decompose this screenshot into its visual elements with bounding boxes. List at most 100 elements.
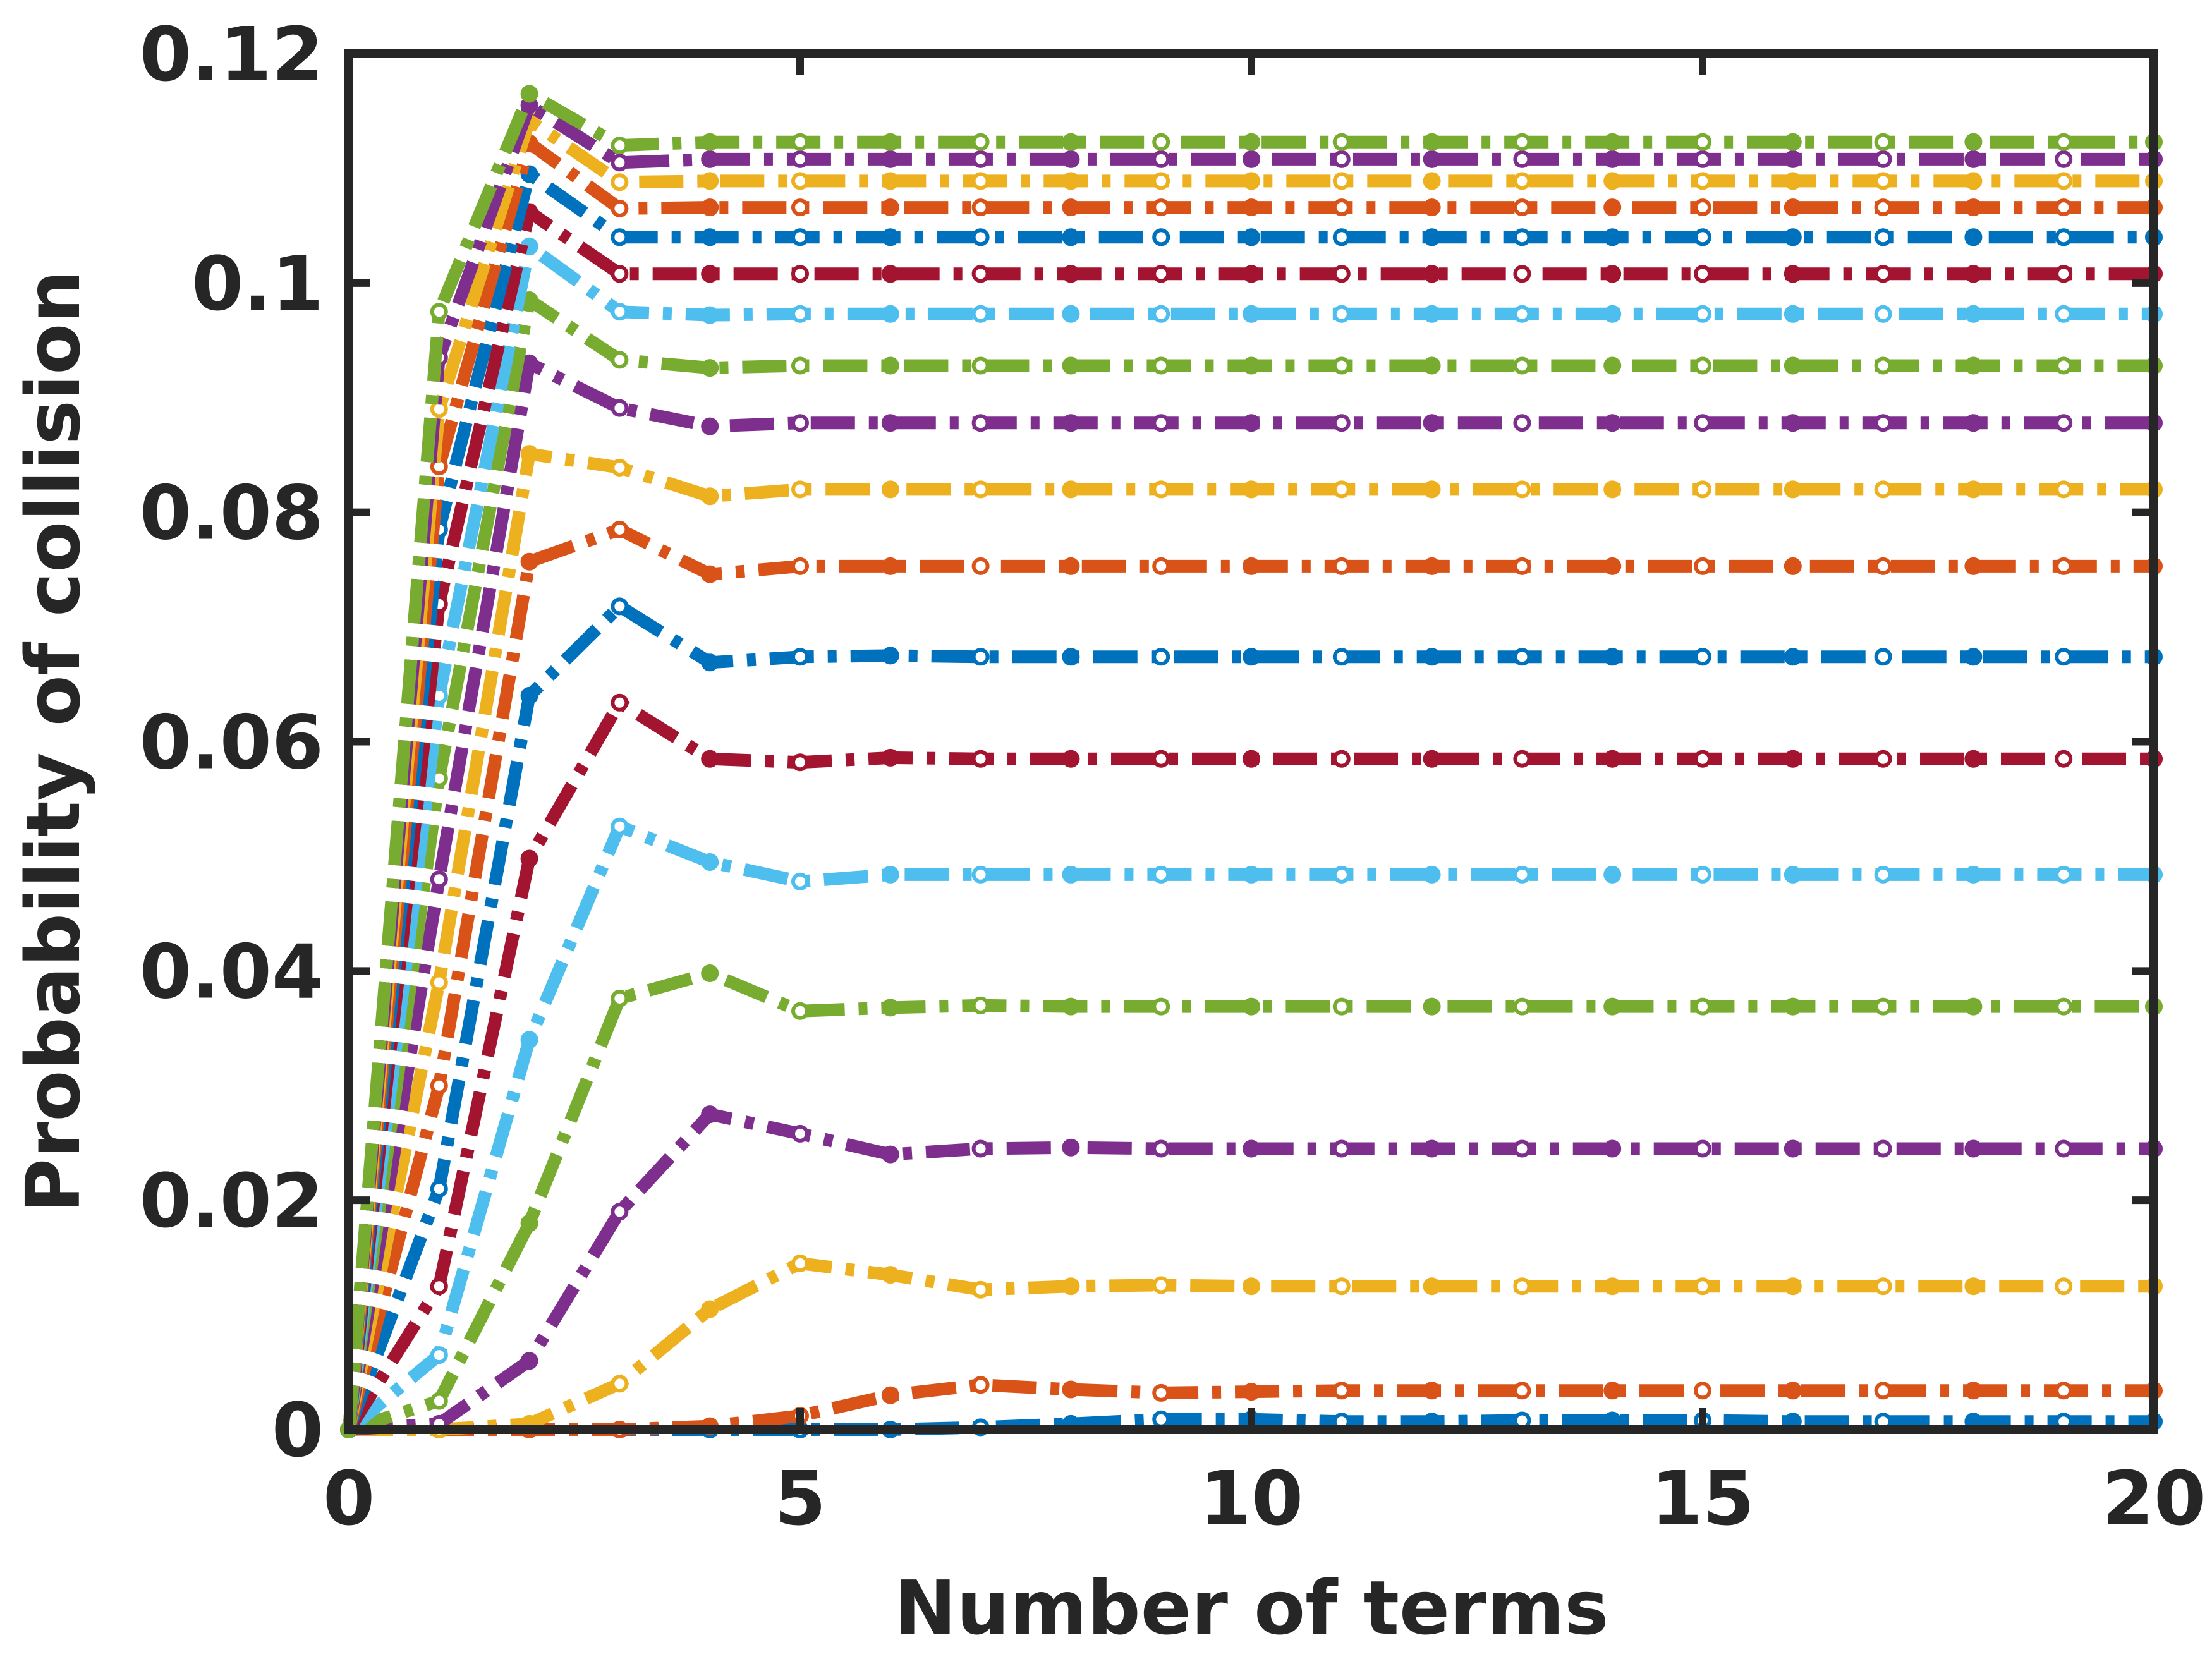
- x-axis-label: Number of terms: [894, 1564, 1609, 1651]
- data-point: [1152, 648, 1170, 666]
- data-point: [611, 265, 629, 283]
- axes-layer: 0 5 10 15 20 0 0.02 0.04 0.06 0.08 0.1 0.12: [140, 11, 2206, 1542]
- data-point: [1784, 750, 1802, 768]
- series-8: [340, 597, 2163, 1438]
- data-point: [1874, 133, 1892, 151]
- data-point: [881, 647, 899, 665]
- series-11: [340, 354, 2163, 1438]
- data-point: [1243, 865, 1260, 884]
- data-point: [1513, 1382, 1531, 1400]
- data-point: [1423, 997, 1441, 1016]
- data-point: [2055, 356, 2073, 375]
- data-point: [1243, 414, 1260, 432]
- data-point: [1152, 150, 1170, 168]
- data-point: [1332, 1382, 1351, 1400]
- data-point: [2055, 865, 2073, 884]
- data-point: [701, 265, 719, 283]
- series-line-5: [346, 967, 2154, 1436]
- data-point: [1243, 305, 1260, 323]
- data-point: [1964, 265, 1983, 283]
- data-point: [1062, 150, 1080, 168]
- data-point: [791, 1002, 809, 1020]
- data-point: [1423, 865, 1441, 884]
- data-point: [881, 748, 899, 767]
- data-point: [1423, 228, 1441, 246]
- x-tick-label: 5: [774, 1455, 826, 1542]
- series-line-8: [343, 600, 2154, 1432]
- data-point: [1874, 750, 1892, 768]
- data-point: [1062, 480, 1080, 499]
- data-point: [1694, 557, 1711, 575]
- data-point: [971, 265, 990, 283]
- data-point: [611, 693, 629, 712]
- series-19: [340, 85, 2163, 1438]
- data-point: [1152, 997, 1170, 1016]
- series-line-17: [343, 114, 2154, 1430]
- series-line-6: [344, 820, 2154, 1435]
- data-point: [701, 1105, 719, 1124]
- data-point: [701, 750, 719, 768]
- data-point: [1513, 228, 1531, 246]
- data-point: [971, 865, 990, 884]
- data-point: [1062, 1138, 1080, 1157]
- data-point: [1874, 1277, 1892, 1296]
- data-point: [701, 653, 719, 672]
- data-point: [1603, 150, 1622, 168]
- data-point: [1784, 265, 1802, 283]
- data-point: [1784, 997, 1802, 1016]
- data-point: [1694, 480, 1711, 499]
- data-point: [971, 648, 990, 666]
- data-point: [430, 1392, 448, 1410]
- data-point: [520, 1214, 538, 1232]
- data-point: [1603, 1277, 1622, 1296]
- data-point: [701, 1300, 719, 1318]
- data-point: [971, 133, 990, 151]
- data-point: [1603, 865, 1622, 884]
- data-point: [971, 1376, 990, 1394]
- data-point: [1243, 648, 1260, 666]
- data-point: [1603, 557, 1622, 575]
- y-tick-label: 0.1: [191, 240, 324, 327]
- data-point: [1694, 305, 1711, 323]
- data-point: [1874, 557, 1892, 575]
- data-point: [1513, 172, 1531, 190]
- data-point: [1964, 648, 1983, 666]
- data-point: [611, 1203, 629, 1221]
- data-point: [971, 228, 990, 246]
- data-point: [1603, 750, 1622, 768]
- data-point: [1062, 228, 1080, 246]
- data-point: [520, 445, 538, 463]
- data-point: [1243, 1139, 1260, 1158]
- data-point: [1152, 557, 1170, 575]
- data-point: [701, 964, 719, 982]
- data-point: [430, 973, 448, 992]
- data-point: [1243, 150, 1260, 168]
- data-point: [1152, 305, 1170, 323]
- data-point: [1513, 480, 1531, 499]
- data-point: [430, 303, 448, 321]
- data-point: [1964, 865, 1983, 884]
- data-point: [2055, 414, 2073, 432]
- series-13: [340, 237, 2163, 1438]
- data-point: [791, 133, 809, 151]
- data-point: [881, 356, 899, 375]
- data-point: [1694, 198, 1711, 217]
- data-point: [1423, 265, 1441, 283]
- data-point: [1784, 1277, 1802, 1296]
- data-point: [1332, 1277, 1351, 1296]
- data-point: [881, 265, 899, 283]
- series-line-7: [343, 696, 2154, 1433]
- data-point: [1423, 1277, 1441, 1296]
- data-point: [971, 996, 990, 1014]
- data-point: [971, 150, 990, 168]
- series-line-15: [343, 167, 2154, 1430]
- data-point: [1243, 265, 1260, 283]
- y-tick-label: 0.06: [140, 699, 324, 786]
- data-point: [1694, 228, 1711, 246]
- data-point: [701, 133, 719, 151]
- data-point: [1964, 997, 1983, 1016]
- data-point: [1243, 1277, 1260, 1296]
- data-point: [1332, 198, 1351, 217]
- data-point: [971, 750, 990, 768]
- data-point: [881, 999, 899, 1017]
